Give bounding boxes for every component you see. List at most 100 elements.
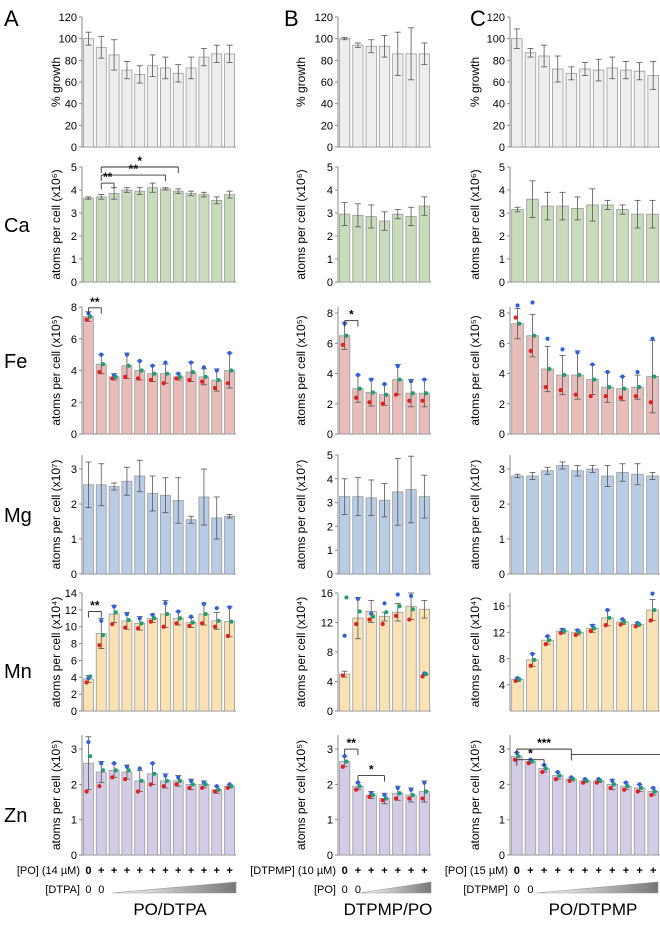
bar	[185, 67, 197, 148]
concentration-wedge	[111, 881, 237, 894]
y-axis-label: atoms per cell (x10⁷)	[294, 460, 308, 570]
replicate-dot	[367, 794, 372, 799]
panel-letter-b: B	[284, 6, 299, 31]
replicate-dot	[84, 789, 89, 794]
replicate-dot	[135, 376, 141, 381]
y-tick-label: 20	[321, 120, 333, 132]
y-tick-label: 5	[499, 162, 505, 174]
replicate-dot	[573, 632, 578, 638]
replicate-dot	[187, 377, 192, 383]
y-axis-label: atoms per cell (x10⁵)	[294, 315, 308, 425]
condition-mark: +	[137, 865, 143, 877]
y-tick-label: 0	[71, 277, 77, 289]
bar	[108, 193, 120, 283]
replicate-dot	[176, 609, 181, 614]
replicate-dot	[623, 780, 629, 785]
replicate-dot	[150, 761, 155, 766]
y-axis-label: atoms per cell (x10⁴)	[468, 597, 482, 708]
replicate-dot	[420, 796, 425, 801]
replicate-dot	[152, 616, 157, 621]
bar	[565, 72, 578, 148]
condition-mark: 0	[527, 884, 533, 896]
y-tick-label: 8	[71, 639, 77, 651]
bar	[198, 56, 210, 148]
replicate-dot	[607, 385, 612, 390]
bar	[511, 209, 524, 283]
y-axis-label: atoms per cell (x10⁷)	[49, 460, 63, 570]
bar	[121, 69, 133, 148]
bar	[646, 475, 659, 575]
bar	[526, 475, 539, 575]
y-tick-label: 12	[321, 618, 333, 630]
replicate-dot	[384, 796, 389, 801]
bar	[108, 769, 120, 856]
condition-mark: 0	[98, 884, 104, 896]
replicate-dot	[422, 377, 427, 382]
chart-a-mg: 0 1 2 3 atoms per cell (x10⁷)	[49, 455, 236, 581]
y-tick-label: 2	[71, 779, 77, 791]
replicate-dot	[528, 663, 533, 668]
replicate-dot	[88, 754, 93, 759]
bar	[172, 190, 184, 283]
condition-mark: +	[98, 865, 104, 877]
y-tick-label: 8	[71, 302, 77, 314]
replicate-dot	[203, 611, 208, 617]
y-tick-label: 4	[327, 474, 333, 486]
replicate-dot	[152, 771, 157, 776]
bar	[392, 213, 404, 283]
chart-b-growth: 0 20 40 60 80 100 120 % growth	[294, 12, 431, 154]
y-tick-label: 8	[499, 308, 505, 320]
y-axis-label: atoms per cell (x10⁷)	[468, 460, 482, 570]
y-tick-label: 120	[315, 12, 333, 24]
y-tick-label: 2	[327, 399, 333, 411]
replicate-dot	[200, 379, 205, 384]
row-label-mg: Mg	[4, 505, 32, 527]
y-tick-label: 2	[71, 689, 77, 701]
condition-mark: 0	[514, 884, 520, 896]
replicate-dot	[344, 595, 349, 600]
replicate-dot	[214, 368, 219, 373]
bar	[526, 659, 539, 712]
condition-mark: +	[623, 865, 629, 877]
y-tick-label: 120	[487, 12, 505, 24]
replicate-dot	[424, 391, 429, 396]
bar	[565, 778, 578, 856]
replicate-dot	[190, 369, 195, 375]
replicate-dot	[635, 369, 640, 375]
bar	[392, 792, 404, 856]
replicate-dot	[588, 394, 593, 399]
replicate-dot	[577, 372, 582, 378]
replicate-dot	[100, 362, 106, 367]
replicate-dot	[200, 621, 205, 626]
sig-label: *	[137, 154, 142, 168]
sig-label: *	[349, 308, 354, 322]
bar	[185, 784, 197, 856]
y-tick-label: 4	[327, 185, 333, 197]
replicate-dot	[584, 778, 589, 783]
replicate-dot	[610, 778, 615, 783]
y-tick-label: 1	[327, 815, 333, 827]
sig-label: **	[347, 736, 357, 750]
bar	[511, 475, 524, 575]
condition-row1-label: [PO] (15 µM)	[445, 865, 508, 877]
y-tick-label: 0	[327, 429, 333, 441]
row-label-zn: Zn	[4, 805, 27, 827]
replicate-dot	[123, 777, 128, 782]
condition-mark: 0	[355, 884, 361, 896]
sig-label: **	[90, 599, 100, 613]
replicate-dot	[571, 777, 576, 782]
replicate-dot	[540, 769, 545, 775]
y-axis-label: atoms per cell (x10⁵)	[468, 740, 482, 850]
y-axis-label: atoms per cell (x10⁴)	[294, 597, 308, 708]
replicate-dot	[558, 388, 563, 393]
replicate-dot	[369, 377, 374, 382]
bar	[172, 780, 184, 856]
y-tick-label: 3	[327, 208, 333, 220]
replicate-dot	[422, 780, 427, 785]
y-axis-label: atoms per cell (x10⁴)	[49, 597, 63, 708]
replicate-dot	[637, 622, 642, 627]
bar	[616, 209, 629, 283]
bar	[224, 53, 235, 148]
y-tick-label: 0	[327, 706, 333, 718]
bar	[556, 465, 569, 575]
